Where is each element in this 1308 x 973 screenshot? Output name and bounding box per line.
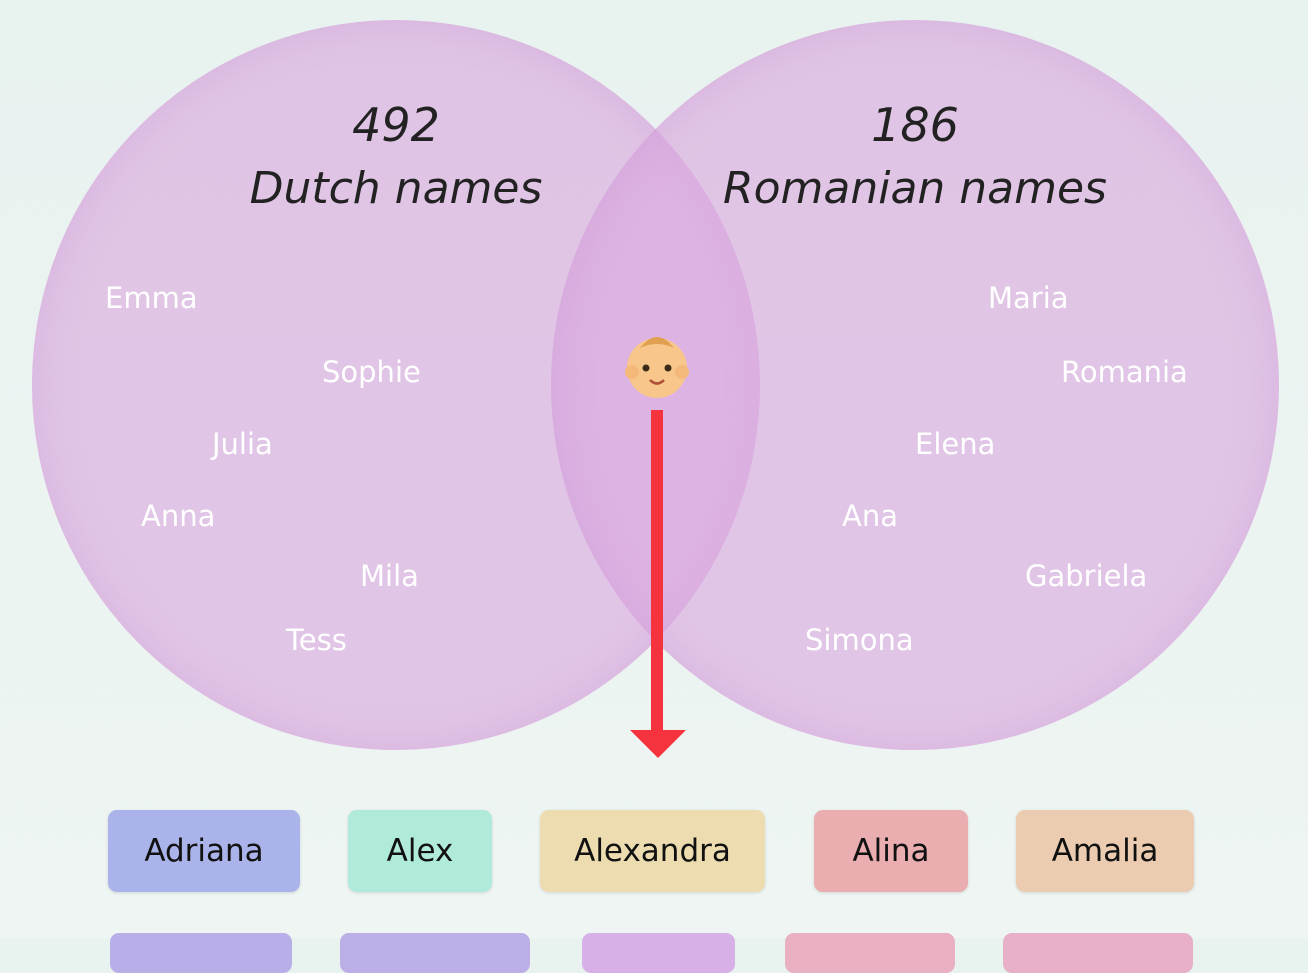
sample-name: Ana (842, 499, 898, 533)
sample-name: Julia (212, 427, 273, 461)
arrow-head (630, 730, 686, 758)
set-label: Romanian names (723, 163, 1107, 214)
arrow-shaft (651, 410, 663, 735)
sample-name: Romania (1061, 355, 1188, 389)
sample-name: Maria (988, 281, 1069, 315)
sample-name: Emma (105, 281, 198, 315)
chip[interactable] (582, 933, 735, 973)
set-label: Dutch names (249, 163, 543, 214)
set-count: 492 (352, 98, 440, 152)
chip[interactable] (1003, 933, 1193, 973)
name-chip[interactable]: Alexandra (540, 810, 765, 892)
sample-name: Tess (286, 623, 347, 657)
chip[interactable] (785, 933, 955, 973)
name-chip[interactable]: Alina (814, 810, 968, 892)
chip[interactable] (340, 933, 530, 973)
set-count: 186 (871, 98, 959, 152)
name-chip[interactable]: Amalia (1016, 810, 1194, 892)
sample-name: Anna (141, 499, 216, 533)
name-chip[interactable]: Adriana (108, 810, 300, 892)
sample-name: Elena (915, 427, 996, 461)
sample-name: Simona (805, 623, 914, 657)
sample-name: Mila (360, 559, 419, 593)
sample-name: Sophie (322, 355, 421, 389)
sample-name: Gabriela (1025, 559, 1148, 593)
baby-icon (625, 337, 689, 398)
chip[interactable] (110, 933, 292, 973)
name-chip[interactable]: Alex (348, 810, 492, 892)
overlay (625, 337, 689, 758)
